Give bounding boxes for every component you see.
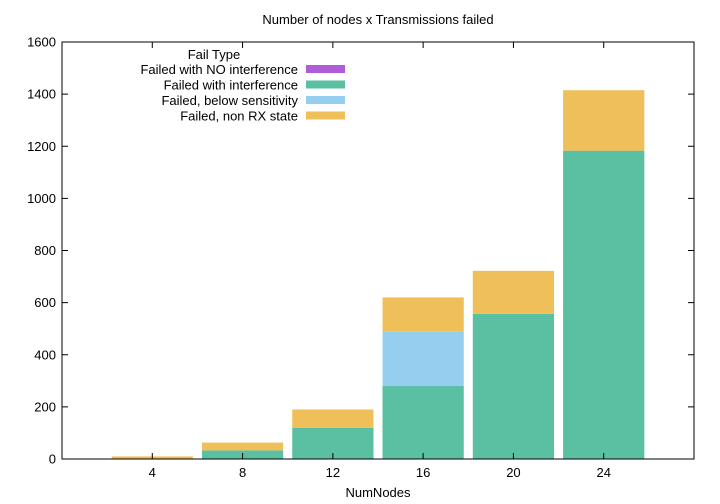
bar-segment: [201, 442, 284, 451]
bar-segment: [382, 331, 464, 387]
chart-title: Number of nodes x Transmissions failed: [262, 12, 493, 27]
y-tick-label: 0: [49, 452, 56, 467]
y-tick-label: 800: [34, 243, 56, 258]
y-tick-label: 600: [34, 295, 56, 310]
x-axis-label: NumNodes: [345, 485, 411, 500]
legend-entry-label: Failed, below sensitivity: [161, 93, 298, 108]
legend-title: Fail Type: [188, 47, 241, 62]
bar-segment: [292, 409, 374, 428]
legend-swatch: [306, 111, 345, 120]
bar-segment: [563, 90, 645, 151]
legend-swatch: [306, 96, 345, 104]
x-tick-label: 4: [149, 465, 156, 480]
legend-entry-label: Failed with NO interference: [140, 62, 298, 77]
y-axis: 0 200 400 600 800 1000 1200 1400 1600: [27, 35, 694, 467]
bar-segment: [472, 270, 555, 314]
x-tick-label: 16: [416, 465, 430, 480]
bar-segment: [472, 313, 555, 459]
plot-frame: [61, 41, 695, 460]
x-tick-label: 12: [326, 465, 340, 480]
bars-layer: [111, 90, 645, 460]
legend-swatch: [306, 80, 345, 89]
x-tick-label: 8: [239, 465, 246, 480]
legend-entry-label: Failed, non RX state: [180, 109, 298, 124]
y-tick-label: 400: [34, 347, 56, 362]
bar-segment: [563, 150, 645, 460]
bar-segment: [382, 297, 464, 332]
bar-segment: [382, 386, 464, 459]
y-tick-label: 1400: [27, 87, 56, 102]
y-tick-label: 200: [34, 399, 56, 414]
x-tick-label: 20: [506, 465, 520, 480]
legend-entry-label: Failed with interference: [164, 78, 298, 93]
y-tick-label: 1000: [27, 191, 56, 206]
y-tick-label: 1200: [27, 139, 56, 154]
y-tick-label: 1600: [27, 35, 56, 50]
x-tick-label: 24: [596, 465, 610, 480]
x-axis: 4 8 12 16 20 24: [149, 42, 611, 480]
legend-swatch: [306, 65, 345, 73]
